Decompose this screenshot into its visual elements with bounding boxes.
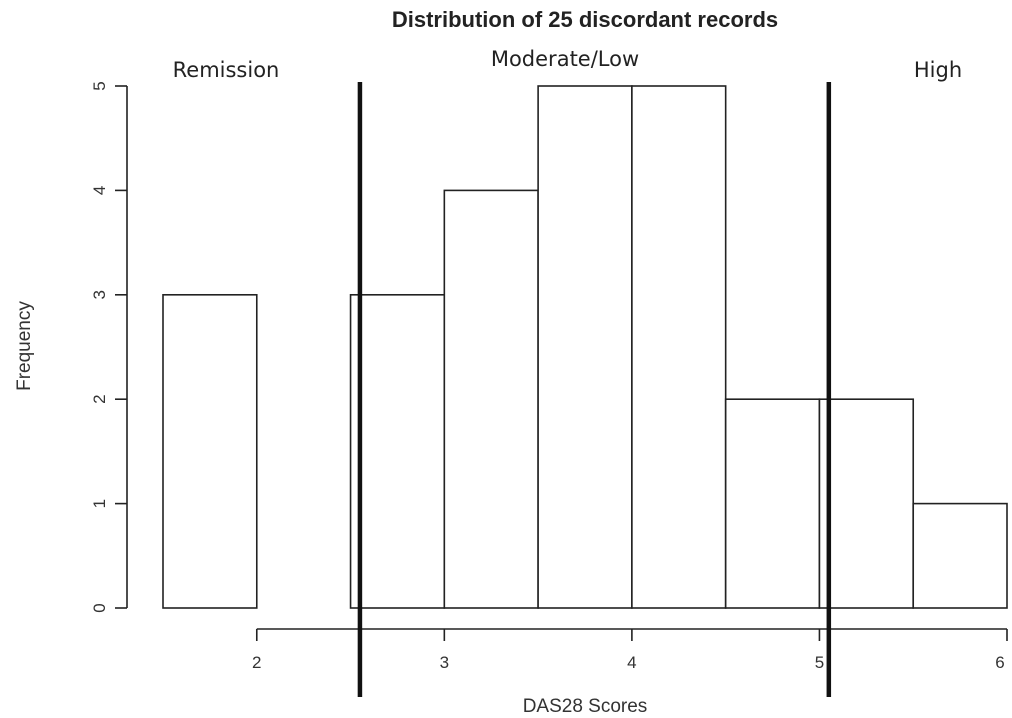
histogram-bar xyxy=(349,293,446,609)
x-axis: 2 3 4 5 6 xyxy=(252,628,1008,672)
y-axis: 0 1 2 3 4 5 xyxy=(90,81,128,613)
region-label-high: High xyxy=(914,58,962,82)
region-label-moderate-low: Moderate/Low xyxy=(491,47,639,71)
x-tick-label: 3 xyxy=(440,653,449,672)
histogram-bar xyxy=(724,398,821,609)
histogram-bar xyxy=(443,189,539,609)
histogram-bar xyxy=(818,398,915,609)
y-tick-label: 4 xyxy=(90,186,109,195)
y-tick-label: 0 xyxy=(90,603,109,612)
y-tick-label: 5 xyxy=(90,81,109,90)
x-tick-label: 6 xyxy=(995,653,1004,672)
histogram-bar xyxy=(537,85,633,609)
x-tick-label: 5 xyxy=(815,653,824,672)
histogram-bar xyxy=(912,502,1008,609)
region-label-remission: Remission xyxy=(173,58,280,82)
x-tick-label: 4 xyxy=(627,653,636,672)
histogram-bar xyxy=(162,293,258,609)
cutoff-lines xyxy=(357,82,832,697)
y-tick-label: 3 xyxy=(90,290,109,299)
y-tick-label: 1 xyxy=(90,499,109,508)
bars-group xyxy=(162,85,1008,609)
x-axis-label: DAS28 Scores xyxy=(523,696,648,717)
chart-title: Distribution of 25 discordant records xyxy=(392,7,778,32)
histogram-bar xyxy=(631,85,727,609)
x-tick-label: 2 xyxy=(252,653,261,672)
y-axis-label: Frequency xyxy=(14,301,35,391)
y-tick-label: 2 xyxy=(90,394,109,403)
